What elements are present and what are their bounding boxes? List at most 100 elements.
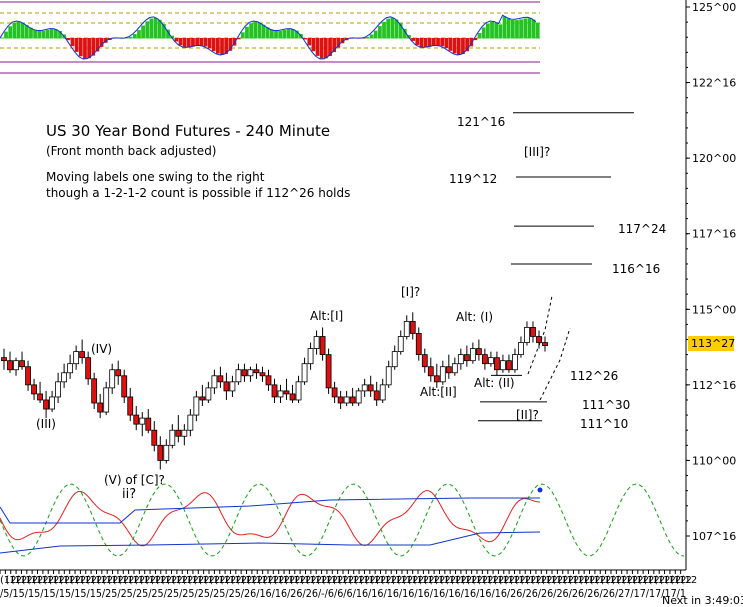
osc-bar bbox=[486, 23, 490, 39]
note-line-2: though a 1-2-1-2 count is possible if 11… bbox=[46, 186, 350, 200]
wave-label-alt-I: Alt:[I] bbox=[310, 309, 343, 323]
time-tick-label: (12 bbox=[214, 575, 231, 586]
time-tick-label: (12 bbox=[541, 575, 558, 586]
osc-bar bbox=[41, 30, 46, 39]
time-tick-label: (12 bbox=[70, 575, 87, 586]
osc-bar bbox=[162, 23, 166, 39]
time-tick-label: (12 bbox=[509, 575, 526, 586]
osc-bar bbox=[340, 38, 345, 44]
candle-body bbox=[391, 351, 398, 368]
candle-body bbox=[187, 414, 194, 431]
time-tick-label: (12 bbox=[493, 575, 510, 586]
time-tick-label: (12 bbox=[80, 575, 97, 586]
time-tick-label: (12 bbox=[359, 575, 376, 586]
candle-body bbox=[530, 327, 536, 337]
wave-label-IV: (IV) bbox=[91, 342, 112, 356]
time-tick-label: (12 bbox=[557, 575, 574, 586]
candle-body bbox=[145, 417, 152, 431]
osc-bar bbox=[444, 38, 449, 49]
time-tick-label: (12 bbox=[182, 575, 199, 586]
osc-bar bbox=[220, 38, 224, 55]
time-tick-label: (12 bbox=[563, 575, 580, 586]
time-tick-label: (12 bbox=[257, 575, 274, 586]
time-tick-label: (12 bbox=[220, 575, 237, 586]
candle-body bbox=[259, 372, 266, 377]
osc-bar bbox=[29, 27, 33, 39]
osc-bar bbox=[336, 38, 341, 48]
time-tick-label: (12 bbox=[193, 575, 210, 586]
time-tick-label: (12 bbox=[665, 575, 682, 586]
footer-countdown: Next in 3:49:03 bbox=[662, 594, 743, 607]
candle-body bbox=[427, 366, 434, 377]
candle-body bbox=[91, 378, 98, 404]
osc-bar bbox=[170, 35, 175, 39]
time-tick-label: (12 bbox=[343, 575, 360, 586]
osc-bar bbox=[99, 38, 104, 47]
time-tick-label: (12 bbox=[590, 575, 607, 586]
wave-label-I: [I]? bbox=[401, 285, 420, 299]
osc-bar bbox=[465, 38, 469, 52]
osc-bar bbox=[8, 26, 13, 39]
time-tick-label: (12 bbox=[482, 575, 499, 586]
cycle-green bbox=[0, 483, 685, 557]
wave-label-alt-paren-II: Alt: (II) bbox=[474, 376, 515, 390]
time-tick-label: (12 bbox=[547, 575, 564, 586]
osc-bar bbox=[49, 29, 54, 39]
time-tick-label: (12 bbox=[429, 575, 446, 586]
chart-title: US 30 Year Bond Futures - 240 Minute bbox=[46, 122, 330, 140]
current-price-label: 113^27 bbox=[691, 337, 735, 350]
time-tick-label: (12 bbox=[616, 575, 633, 586]
osc-bar bbox=[103, 38, 108, 43]
time-tick-label: (12 bbox=[338, 575, 355, 586]
time-tick-label: (12 bbox=[166, 575, 183, 586]
current-price-badge bbox=[688, 336, 734, 351]
candle-body bbox=[169, 429, 176, 446]
time-tick-label: (12 bbox=[241, 575, 258, 586]
time-tick-label: (12 bbox=[134, 575, 151, 586]
target-label-117-24: 117^24 bbox=[618, 222, 666, 236]
osc-bar bbox=[54, 29, 58, 39]
candle-body bbox=[115, 369, 122, 377]
osc-bar bbox=[195, 38, 199, 46]
osc-bar bbox=[191, 38, 195, 47]
candle-body bbox=[506, 360, 512, 371]
time-tick-label: (12 bbox=[107, 575, 124, 586]
osc-bar bbox=[4, 31, 8, 39]
time-tick-label: (12 bbox=[536, 575, 553, 586]
time-tick-label: (12 bbox=[450, 575, 467, 586]
candle-body bbox=[295, 381, 302, 401]
cycle-band-upper bbox=[0, 497, 540, 524]
osc-bar bbox=[20, 22, 25, 39]
time-tick-label: (12 bbox=[606, 575, 623, 586]
target-label-116-16: 116^16 bbox=[612, 262, 660, 276]
osc-bar bbox=[519, 19, 523, 39]
wave-label-II: [II]? bbox=[516, 408, 539, 422]
price-tick-label: 117^16 bbox=[692, 228, 736, 241]
osc-bar bbox=[324, 38, 328, 59]
time-tick-label: (12 bbox=[96, 575, 113, 586]
osc-bar bbox=[394, 19, 399, 39]
time-tick-label: (12 bbox=[48, 575, 65, 586]
price-tick-label: 112^16 bbox=[692, 379, 736, 392]
cycle-red bbox=[0, 490, 541, 547]
osc-bar bbox=[132, 34, 137, 39]
time-tick-label: (12 bbox=[279, 575, 296, 586]
target-label-111-10: 111^10 bbox=[580, 417, 628, 431]
candle-body bbox=[271, 384, 278, 398]
time-axis-ticks: (12(12(12(12(12(12(12(12(12(12(12(12(12(… bbox=[0, 570, 697, 586]
candle-body bbox=[1, 357, 7, 362]
candle-body bbox=[241, 369, 248, 377]
price-tick-label: 110^00 bbox=[692, 454, 736, 467]
osc-bar bbox=[91, 38, 96, 56]
osc-bar bbox=[535, 22, 540, 39]
osc-bar bbox=[265, 27, 270, 39]
time-tick-label: (12 bbox=[113, 575, 130, 586]
candle-body bbox=[325, 354, 332, 389]
time-tick-label: (12 bbox=[252, 575, 269, 586]
candle-body bbox=[19, 360, 25, 368]
time-tick-label: (12 bbox=[654, 575, 671, 586]
candle-body bbox=[181, 429, 188, 437]
time-tick-label: (12 bbox=[322, 575, 339, 586]
osc-bar bbox=[456, 38, 461, 55]
time-tick-label: (12 bbox=[445, 575, 462, 586]
